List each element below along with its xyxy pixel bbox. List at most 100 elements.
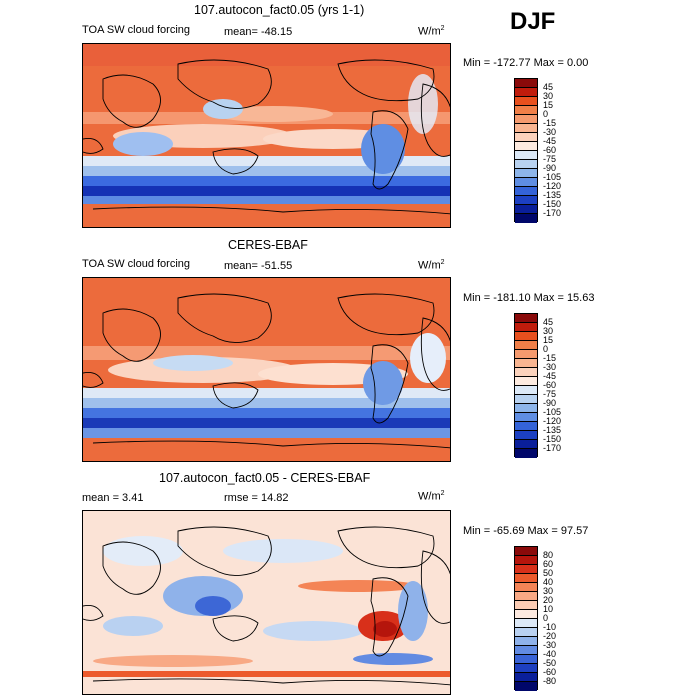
- panel2-title: CERES-EBAF: [228, 238, 308, 252]
- panel1-colorbar-swatch: [515, 115, 537, 124]
- panel3-colorbar-swatch: [515, 664, 537, 673]
- panel3-colorbar-swatch: [515, 682, 537, 691]
- colorbar-tick-label: -40: [543, 649, 557, 659]
- panel2-minmax: Min = -181.10 Max = 15.63: [463, 292, 595, 304]
- panel2-mean: mean= -51.55: [224, 260, 293, 272]
- panel2-colorbar-swatch: [515, 422, 537, 431]
- colorbar-tick-label: -60: [543, 380, 557, 390]
- panel3-units: W/m2: [418, 490, 445, 503]
- panel1-colorbar-swatch: [515, 160, 537, 169]
- colorbar-tick-label: -10: [543, 622, 557, 632]
- panel1-colorbar-swatch: [515, 106, 537, 115]
- colorbar-tick-label: -120: [543, 181, 562, 191]
- panel3-colorbar-swatch: [515, 556, 537, 565]
- panel1-colorbar-swatch: [515, 97, 537, 106]
- colorbar-tick-label: -15: [543, 353, 557, 363]
- panel2-colorbar-swatch: [515, 323, 537, 332]
- colorbar-tick-label: -170: [543, 443, 562, 453]
- colorbar-tick-label: -80: [543, 676, 557, 686]
- colorbar-tick-label: 80: [543, 550, 554, 560]
- colorbar-tick-label: -170: [543, 208, 562, 218]
- panel2-units: W/m2: [418, 259, 445, 272]
- panel1-colorbar-swatch: [515, 196, 537, 205]
- colorbar-tick-label: -90: [543, 163, 557, 173]
- panel3-mean: mean = 3.41: [82, 492, 144, 504]
- panel3-title: 107.autocon_fact0.05 - CERES-EBAF: [159, 471, 371, 485]
- panel2-map-svg: [83, 278, 450, 461]
- colorbar-tick-label: -50: [543, 658, 557, 668]
- colorbar-tick-label: -120: [543, 416, 562, 426]
- colorbar-tick-label: 15: [543, 335, 554, 345]
- panel1-mean: mean= -48.15: [224, 26, 293, 38]
- panel1-colorbar-swatch: [515, 178, 537, 187]
- colorbar-tick-label: 0: [543, 344, 549, 354]
- colorbar-tick-label: 0: [543, 613, 549, 623]
- panel1-colorbar-swatch: [515, 169, 537, 178]
- panel1-title: 107.autocon_fact0.05 (yrs 1-1): [194, 3, 365, 17]
- panel2-colorbar-swatch: [515, 341, 537, 350]
- colorbar-tick-label: 50: [543, 568, 554, 578]
- panel3-colorbar-swatch: [515, 601, 537, 610]
- colorbar-tick-label: -45: [543, 136, 557, 146]
- colorbar-tick-label: -90: [543, 398, 557, 408]
- panel1-map-svg: [83, 44, 450, 227]
- colorbar-tick-label: -75: [543, 154, 557, 164]
- panel1-colorbar-swatch: [515, 187, 537, 196]
- panel2-colorbar-swatch: [515, 413, 537, 422]
- colorbar-tick-label: -20: [543, 631, 557, 641]
- panel3-map: [82, 510, 451, 695]
- panel2-colorbar-swatch: [515, 314, 537, 323]
- panel2-colorbar: [514, 313, 538, 458]
- colorbar-tick-label: 15: [543, 100, 554, 110]
- panel1-colorbar-swatch: [515, 133, 537, 142]
- panel3-colorbar-swatch: [515, 655, 537, 664]
- colorbar-tick-label: -150: [543, 434, 562, 444]
- colorbar-tick-label: -105: [543, 407, 562, 417]
- colorbar-tick-label: -30: [543, 640, 557, 650]
- panel1-map: [82, 43, 451, 228]
- panel3-map-svg: [83, 511, 450, 694]
- panel1-colorbar-swatch: [515, 124, 537, 133]
- colorbar-tick-label: 10: [543, 604, 554, 614]
- panel2-colorbar-swatch: [515, 368, 537, 377]
- colorbar-tick-label: 30: [543, 586, 554, 596]
- panel3-colorbar-swatch: [515, 565, 537, 574]
- panel2-colorbar-swatch: [515, 431, 537, 440]
- panel3-colorbar-swatch: [515, 610, 537, 619]
- panel1-colorbar-swatch: [515, 214, 537, 223]
- panel3-colorbar: [514, 546, 538, 691]
- panel3-colorbar-swatch: [515, 547, 537, 556]
- panel2-colorbar-swatch: [515, 449, 537, 458]
- colorbar-tick-label: -30: [543, 127, 557, 137]
- panel2-colorbar-swatch: [515, 440, 537, 449]
- panel3-colorbar-swatch: [515, 628, 537, 637]
- panel3-rmse: rmse = 14.82: [224, 492, 289, 504]
- colorbar-tick-label: -135: [543, 425, 562, 435]
- panel1-colorbar-swatch: [515, 79, 537, 88]
- colorbar-tick-label: 60: [543, 559, 554, 569]
- colorbar-tick-label: -45: [543, 371, 557, 381]
- colorbar-tick-label: 20: [543, 595, 554, 605]
- colorbar-tick-label: -60: [543, 145, 557, 155]
- panel3-colorbar-swatch: [515, 583, 537, 592]
- season-label: DJF: [510, 8, 556, 35]
- panel2-colorbar-swatch: [515, 377, 537, 386]
- colorbar-tick-label: 30: [543, 326, 554, 336]
- colorbar-tick-label: -150: [543, 199, 562, 209]
- panel3-colorbar-swatch: [515, 619, 537, 628]
- panel1-colorbar: [514, 78, 538, 223]
- panel1-field-label: TOA SW cloud forcing: [82, 24, 191, 36]
- panel2-colorbar-swatch: [515, 332, 537, 341]
- panel3-colorbar-swatch: [515, 646, 537, 655]
- panel1-colorbar-swatch: [515, 142, 537, 151]
- panel2-colorbar-swatch: [515, 359, 537, 368]
- panel3-colorbar-swatch: [515, 574, 537, 583]
- colorbar-tick-label: 45: [543, 317, 554, 327]
- panel2-map: [82, 277, 451, 462]
- colorbar-tick-label: -105: [543, 172, 562, 182]
- panel2-colorbar-swatch: [515, 386, 537, 395]
- panel1-units: W/m2: [418, 25, 445, 38]
- colorbar-tick-label: 30: [543, 91, 554, 101]
- panel3-minmax: Min = -65.69 Max = 97.57: [463, 525, 589, 537]
- panel2-colorbar-swatch: [515, 395, 537, 404]
